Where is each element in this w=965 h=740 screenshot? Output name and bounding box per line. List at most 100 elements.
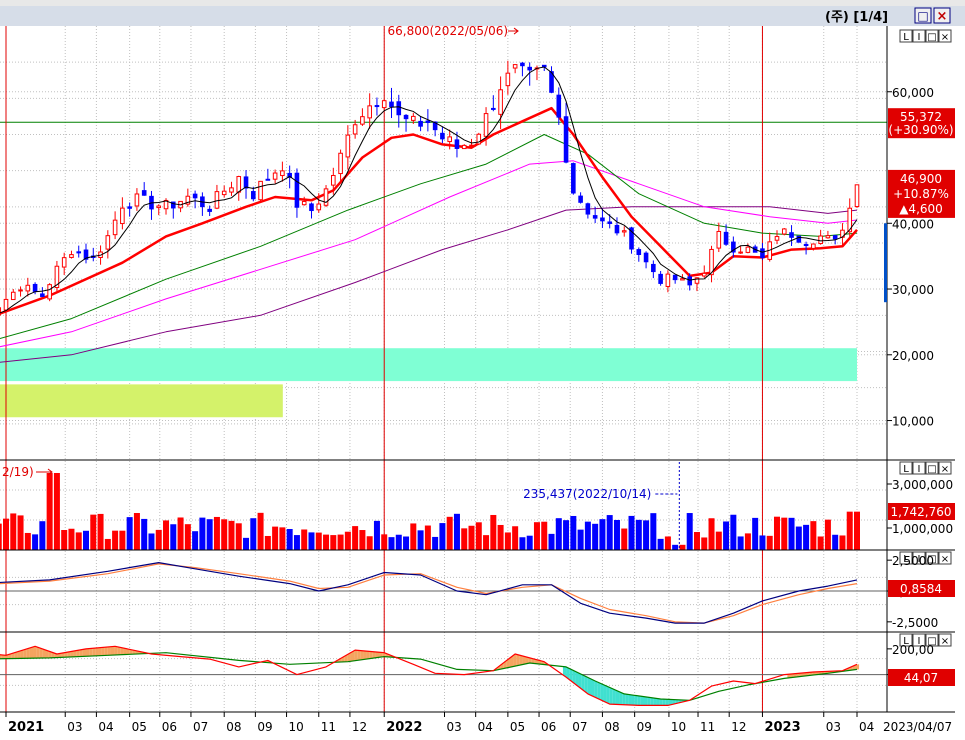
candle-body: [789, 232, 794, 238]
panel-control-button[interactable]: [938, 29, 952, 43]
candle-body: [701, 272, 707, 277]
candle-body: [221, 190, 227, 196]
volume-bar: [68, 528, 75, 550]
volume-bar: [177, 517, 184, 550]
panel-control-button[interactable]: [938, 633, 952, 647]
cci-fill: [366, 651, 370, 660]
panel-control-button[interactable]: [899, 461, 913, 475]
panel-control-button[interactable]: [912, 461, 926, 475]
volume-bar: [432, 536, 439, 550]
panel-control-button[interactable]: [899, 633, 913, 647]
volume-bar: [446, 516, 453, 550]
cci-fill: [609, 687, 613, 705]
candle-body: [47, 284, 52, 300]
cci-fill: [360, 650, 364, 660]
panel-control-button[interactable]: [912, 29, 926, 43]
panel-control-icon: I: [918, 636, 921, 647]
volume-bar: [90, 514, 97, 550]
x-tick-label: 08: [226, 720, 241, 734]
cci-fill: [509, 655, 514, 668]
panel-control-icon: ×: [941, 554, 949, 565]
volume-bar: [228, 520, 235, 550]
cci-fill: [790, 673, 794, 678]
volume-bar: [686, 513, 693, 550]
candle-body: [505, 72, 511, 87]
volume-bar: [53, 473, 60, 550]
candle-body: [563, 116, 569, 163]
candle-body: [760, 248, 765, 259]
candle-body: [309, 203, 314, 212]
maximize-button[interactable]: □: [914, 7, 932, 24]
cci-fill: [594, 680, 598, 699]
close-button[interactable]: ×: [933, 7, 951, 24]
volume-bar: [701, 537, 708, 550]
volume-bar: [621, 528, 628, 550]
candle-body: [61, 257, 67, 268]
panel-control-button[interactable]: [899, 551, 913, 565]
cci-fill: [631, 694, 635, 706]
panel-control-button[interactable]: [925, 29, 939, 43]
cci-fill: [647, 697, 651, 706]
candle-body: [643, 252, 649, 263]
y-tick-label: 30,000: [892, 283, 934, 297]
candle-body: [331, 174, 336, 186]
volume-bar: [606, 515, 613, 550]
panel-control-button[interactable]: [912, 551, 926, 565]
volume-bar: [693, 532, 700, 550]
volume-bar: [643, 520, 650, 550]
panel-control-button[interactable]: [925, 461, 939, 475]
cci-fill: [519, 655, 523, 666]
cci-fill: [581, 674, 585, 692]
macd-lines: [0, 562, 887, 624]
volume-bar: [337, 534, 344, 550]
cci-fill: [92, 648, 96, 656]
macd-line: [0, 562, 858, 624]
candle-body: [818, 235, 823, 245]
cci-fill: [799, 672, 803, 677]
volume-bar: [795, 526, 802, 550]
panel-control-button[interactable]: [938, 461, 952, 475]
volume-bar: [272, 526, 279, 550]
cci-fill: [0, 654, 2, 659]
volume-bar: [133, 513, 140, 550]
cci-fill: [350, 650, 355, 662]
volume-bar: [373, 520, 380, 550]
x-tick-label: 2023: [764, 720, 800, 735]
panel-control-button[interactable]: [899, 29, 913, 43]
cci-fill: [600, 683, 604, 702]
candle-body: [54, 265, 60, 288]
volume-bar: [854, 511, 860, 550]
candle-body: [287, 172, 292, 178]
cci-fill: [662, 699, 666, 706]
candle-body: [294, 172, 300, 208]
cci-fill: [45, 649, 49, 658]
cci-fill: [48, 651, 52, 658]
high-annotation: 66,800(2022/05/06): [388, 24, 509, 38]
volume-bar: [592, 523, 599, 550]
candle-body: [3, 298, 9, 311]
panel-control-button[interactable]: [925, 633, 939, 647]
volume-bar: [548, 533, 555, 550]
candle-body: [527, 66, 532, 71]
candle-body: [352, 124, 358, 135]
candle-body: [803, 244, 809, 247]
x-tick-label: 2022: [386, 720, 422, 735]
x-tick-label: 03: [67, 720, 82, 734]
cci-fill: [578, 672, 582, 690]
volume-profile-bands: [0, 121, 887, 418]
panel-control-button[interactable]: [925, 551, 939, 565]
cci-fill: [114, 646, 118, 656]
panel-control-icon: □: [927, 636, 936, 647]
candle-body: [323, 188, 329, 206]
panel-control-button[interactable]: [912, 633, 926, 647]
reference-line-pct: (+30.90%): [888, 123, 953, 137]
cci-fill: [104, 646, 108, 656]
candle-body: [83, 249, 89, 260]
candle-body: [585, 203, 591, 215]
cci-fill: [672, 699, 676, 705]
volume-bar: [664, 536, 671, 550]
x-tick-label: 09: [257, 720, 272, 734]
volume-bar: [497, 524, 504, 550]
panel-control-icon: L: [903, 636, 909, 647]
panel-control-button[interactable]: [938, 551, 952, 565]
